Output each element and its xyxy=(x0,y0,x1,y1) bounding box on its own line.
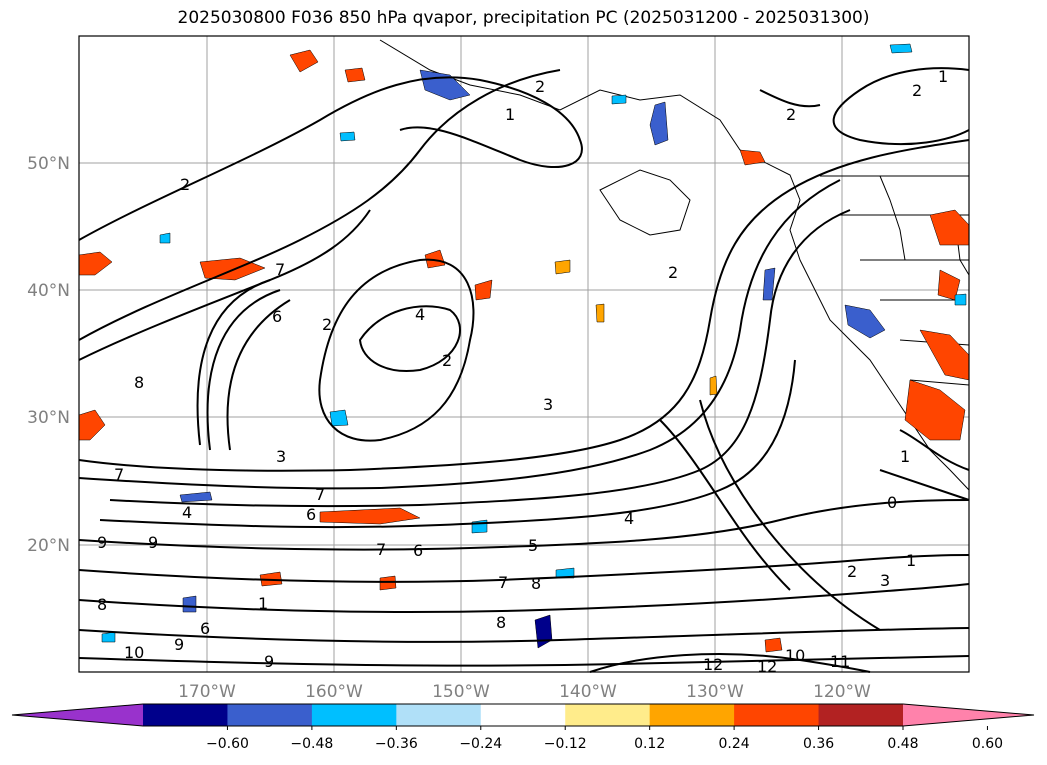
colorbar-tick-label: 0.60 xyxy=(972,736,1003,752)
colorbar-tick-label: −0.60 xyxy=(206,736,249,752)
colorbar-segment xyxy=(311,704,397,726)
colorbar-extend-max xyxy=(903,704,1034,726)
contour-label: 7 xyxy=(315,485,325,504)
lat-label: 40°N xyxy=(27,281,70,301)
lon-label: 160°W xyxy=(305,682,363,702)
contour-labels: 2 1 2 1 2 2 2 7 6 2 4 2 3 3 8 9 9 8 10 9… xyxy=(97,67,948,676)
contour-label: 1 xyxy=(258,594,268,613)
contour-label: 4 xyxy=(624,509,634,528)
contour-label: 3 xyxy=(880,571,890,590)
qvapor-contours xyxy=(78,67,970,673)
contour-label: 6 xyxy=(306,505,316,524)
contour-label: 9 xyxy=(264,652,274,671)
colorbar-segment xyxy=(818,704,904,726)
contour-label: 4 xyxy=(415,305,425,324)
contour-label: 7 xyxy=(376,540,386,559)
contour-label: 9 xyxy=(148,533,158,552)
precip-shading xyxy=(78,43,970,653)
contour-label: 2 xyxy=(786,105,796,124)
contour-label: 12 xyxy=(703,655,723,674)
contour-label: 6 xyxy=(200,619,210,638)
colorbar-tick-label: −0.24 xyxy=(459,736,502,752)
contour-label: 6 xyxy=(272,307,282,326)
colorbar-segment xyxy=(565,704,651,726)
colorbar-tick-label: −0.36 xyxy=(375,736,418,752)
colorbar-tick-label: 0.12 xyxy=(634,736,665,752)
contour-label: 2 xyxy=(912,81,922,100)
contour-label: 8 xyxy=(531,574,541,593)
colorbar-tick-label: −0.12 xyxy=(544,736,587,752)
contour-label: 3 xyxy=(276,447,286,466)
contour-label: 9 xyxy=(174,635,184,654)
contour-label: 1 xyxy=(900,447,910,466)
contour-label: 8 xyxy=(496,613,506,632)
colorbar-tick-label: 0.48 xyxy=(887,736,918,752)
lon-label: 120°W xyxy=(813,682,871,702)
colorbar-segment xyxy=(734,704,820,726)
lon-label: 130°W xyxy=(686,682,744,702)
colorbar-segment xyxy=(396,704,482,726)
contour-label: 7 xyxy=(275,260,285,279)
lat-label: 30°N xyxy=(27,408,70,428)
lat-label: 20°N xyxy=(27,536,70,556)
lon-label: 150°W xyxy=(432,682,490,702)
contour-label: 12 xyxy=(757,657,777,676)
contour-label: 2 xyxy=(442,351,452,370)
colorbar-segment xyxy=(480,704,566,726)
contour-label: 4 xyxy=(182,503,192,522)
colorbar-labels: −0.60 −0.48 −0.36 −0.24 −0.12 0.12 0.24 0.36 0.4… xyxy=(206,736,1003,752)
lat-labels: 50°N 40°N 30°N 20°N xyxy=(27,154,70,556)
contour-label: 11 xyxy=(830,652,850,671)
contour-label: 5 xyxy=(528,536,538,555)
colorbar-segment xyxy=(143,704,228,726)
contour-label: 10 xyxy=(124,643,144,662)
lon-label: 170°W xyxy=(178,682,236,702)
map-frame xyxy=(78,35,970,673)
contour-label: 8 xyxy=(97,595,107,614)
contour-label: 7 xyxy=(498,573,508,592)
contour-label: 2 xyxy=(535,77,545,96)
contour-label: 2 xyxy=(668,263,678,282)
contour-label: 9 xyxy=(97,533,107,552)
colorbar-outline xyxy=(11,703,1035,727)
contour-label: 1 xyxy=(505,105,515,124)
colorbar-tick-label: 0.24 xyxy=(719,736,750,752)
contour-label: 10 xyxy=(785,646,805,665)
lat-label: 50°N xyxy=(27,154,70,174)
contour-label: 2 xyxy=(180,175,190,194)
colorbar-tick-label: −0.48 xyxy=(290,736,333,752)
contour-label: 2 xyxy=(322,315,332,334)
lon-label: 140°W xyxy=(559,682,617,702)
colorbar-segment xyxy=(227,704,313,726)
map-title: 2025030800 F036 850 hPa qvapor, precipit… xyxy=(177,8,870,28)
map-plot-area: 2 1 2 1 2 2 2 7 6 2 4 2 3 3 8 9 9 8 10 9… xyxy=(78,35,970,676)
contour-label: 6 xyxy=(413,541,423,560)
colorbar xyxy=(11,703,1035,730)
colorbar-tick-label: 0.36 xyxy=(803,736,834,752)
contour-label: 8 xyxy=(134,373,144,392)
contour-label: 1 xyxy=(938,67,948,86)
contour-label: 2 xyxy=(847,562,857,581)
lon-labels: 170°W 160°W 150°W 140°W 130°W 120°W xyxy=(178,682,871,702)
contour-label: 3 xyxy=(543,395,553,414)
contour-label: 0 xyxy=(887,493,897,512)
contour-label: 7 xyxy=(114,465,124,484)
contour-label: 1 xyxy=(906,551,916,570)
colorbar-segment xyxy=(649,704,735,726)
colorbar-extend-min xyxy=(12,704,143,726)
